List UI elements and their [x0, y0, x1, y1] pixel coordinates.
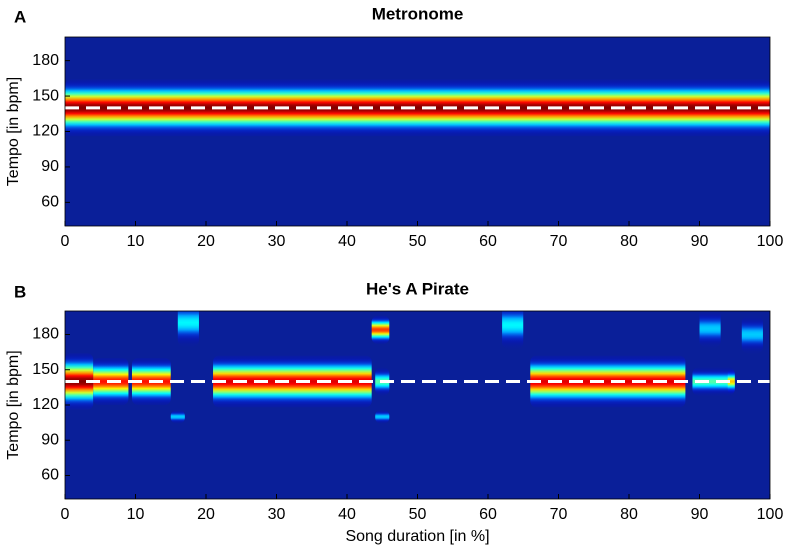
chart-title: Metronome — [372, 4, 464, 23]
x-tick-label: 90 — [691, 233, 709, 250]
y-axis-label: Tempo [in bpm] — [5, 350, 22, 459]
x-tick-label: 30 — [268, 506, 286, 523]
x-tick-label: 50 — [409, 506, 427, 523]
x-tick-label: 10 — [127, 506, 145, 523]
x-tick-label: 100 — [757, 233, 784, 250]
chart-title: He's A Pirate — [366, 279, 469, 298]
x-tick-label: 80 — [620, 233, 638, 250]
y-tick-label: 150 — [32, 361, 59, 378]
heat-band — [699, 311, 721, 348]
x-tick-label: 20 — [197, 233, 215, 250]
x-tick-label: 70 — [550, 506, 568, 523]
x-axis-label: Song duration [in %] — [345, 528, 489, 545]
y-tick-label: 90 — [41, 431, 59, 448]
heat-band — [170, 409, 185, 424]
x-tick-label: 70 — [550, 233, 568, 250]
x-tick-label: 40 — [338, 506, 356, 523]
heat-band — [692, 367, 735, 396]
panel-label: A — [14, 7, 26, 26]
x-tick-label: 0 — [61, 233, 70, 250]
x-tick-label: 10 — [127, 233, 145, 250]
heat-band — [530, 355, 686, 408]
x-tick-label: 0 — [61, 506, 70, 523]
heat-band — [65, 353, 94, 410]
heat-band — [741, 315, 763, 354]
x-tick-label: 60 — [479, 233, 497, 250]
x-tick-label: 40 — [338, 233, 356, 250]
heat-band — [65, 79, 770, 137]
heat-band — [502, 311, 524, 349]
y-tick-label: 150 — [32, 87, 59, 104]
y-tick-label: 180 — [32, 326, 59, 343]
x-tick-label: 50 — [409, 233, 427, 250]
x-tick-label: 80 — [620, 506, 638, 523]
y-tick-label: 120 — [32, 123, 59, 140]
heat-band — [213, 355, 372, 408]
y-tick-label: 60 — [41, 194, 59, 211]
panel-label: B — [14, 282, 26, 301]
heat-band — [177, 311, 199, 347]
x-tick-label: 100 — [757, 506, 784, 523]
x-tick-label: 20 — [197, 506, 215, 523]
y-tick-label: 120 — [32, 396, 59, 413]
heatmap — [65, 79, 770, 137]
x-tick-label: 60 — [479, 506, 497, 523]
x-tick-label: 30 — [268, 233, 286, 250]
x-tick-label: 90 — [691, 506, 709, 523]
heat-band — [371, 315, 390, 344]
heat-band — [375, 409, 390, 424]
y-tick-label: 180 — [32, 52, 59, 69]
y-tick-label: 60 — [41, 467, 59, 484]
y-tick-label: 90 — [41, 158, 59, 175]
heat-band — [727, 369, 735, 394]
y-axis-label: Tempo [in bpm] — [5, 77, 22, 186]
